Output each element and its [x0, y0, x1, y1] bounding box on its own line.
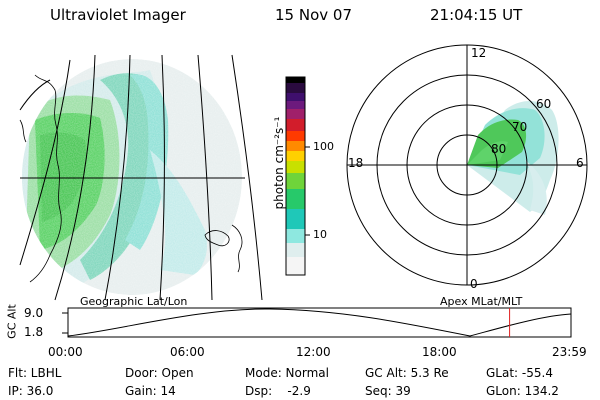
altitude-xtick-0600: 06:00	[170, 345, 205, 359]
altitude-curve	[67, 308, 572, 337]
status-glon: GLon: 134.2	[486, 384, 559, 398]
status-ip: IP: 36.0	[8, 384, 54, 398]
polar-grid	[346, 44, 588, 286]
date-label: 15 Nov 07	[275, 6, 352, 24]
mlt-label-0: 0	[470, 277, 478, 291]
polar-image	[467, 101, 559, 215]
geographic-grid	[19, 54, 263, 301]
altitude-ytick-1.8: 1.8	[24, 325, 44, 339]
colorbar-tick-10: 10	[313, 228, 327, 241]
coastline	[19, 74, 243, 283]
status-glat: GLat: -55.4	[486, 366, 553, 380]
status-gc-alt: GC Alt: 5.3 Re	[365, 366, 449, 380]
status-dsp: Dsp: -2.9	[245, 384, 311, 398]
colorbar-tick-100: 100	[313, 140, 334, 153]
mlt-label-18: 18	[348, 156, 364, 170]
altitude-xtick-2359: 23:59	[552, 345, 587, 359]
status-door: Door: Open	[125, 366, 194, 380]
mlat-label-80: 80	[491, 142, 507, 156]
instrument-title: Ultraviolet Imager	[50, 6, 186, 24]
status-gain: Gain: 14	[125, 384, 176, 398]
altitude-xtick-0000: 00:00	[48, 345, 83, 359]
mlat-label-70: 70	[512, 120, 528, 134]
status-mode: Mode: Normal	[245, 366, 329, 380]
altitude-ylabel: GC Alt	[5, 304, 19, 339]
status-flt: Flt: LBHL	[8, 366, 62, 380]
colorbar	[285, 76, 310, 276]
mlat-label-60: 60	[536, 97, 552, 111]
mlt-label-12: 12	[471, 46, 487, 60]
status-seq: Seq: 39	[365, 384, 411, 398]
altitude-xtick-1800: 18:00	[422, 345, 457, 359]
altitude-ytick-9: 9.0	[24, 306, 44, 320]
time-label: 21:04:15 UT	[430, 6, 523, 24]
altitude-xtick-1200: 12:00	[296, 345, 331, 359]
mlt-label-6: 6	[576, 156, 584, 170]
geographic-image	[22, 59, 242, 295]
geographic-panel-label: Geographic Lat/Lon	[80, 295, 188, 308]
polar-panel-label: Apex MLat/MLT	[440, 295, 523, 308]
